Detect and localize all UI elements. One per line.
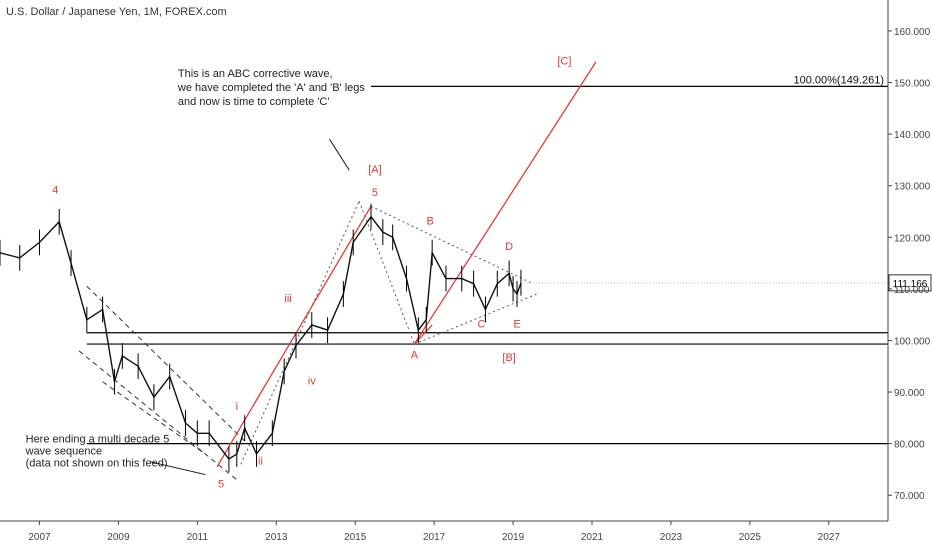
x-tick-label: 2021 [581,532,604,543]
wave-label: 5 [372,187,378,199]
annotation-abc-text: This is an ABC corrective wave, [178,68,333,80]
x-tick-label: 2027 [818,532,841,543]
wave-c-projection-line [413,61,597,345]
fib-level-label: 100.00%(149.261) [793,74,884,86]
y-tick-label: 80.000 [894,440,925,451]
wave-label: ii [258,455,263,467]
x-tick-label: 2009 [107,532,130,543]
wave-label: E [513,319,520,331]
triangle-lower-line [414,293,537,345]
annotation-abc-text: we have completed the 'A' and 'B' legs [177,82,365,94]
y-tick-label: 140.000 [894,130,931,141]
wave-label: C [478,319,486,331]
x-tick-label: 2013 [265,532,288,543]
last-price-label: 111.166 [893,279,928,290]
y-tick-label: 70.000 [894,491,925,502]
annotation-multidecade-pointer [149,461,206,476]
impulse-dotted-line [240,200,360,465]
annotation-abc-pointer [329,139,350,171]
x-tick-label: 2023 [660,532,683,543]
annotation-multidecade-text: wave sequence [25,445,102,457]
wave-label: A [411,350,419,362]
x-tick-label: 2007 [28,532,51,543]
wave-label: iv [308,375,316,387]
wave-label: [B] [502,352,515,364]
y-tick-label: 120.000 [894,233,931,244]
channel-dashed-line [102,381,206,455]
y-tick-label: 100.000 [894,336,931,347]
wave-label: [A] [368,164,381,176]
wave-red-line [413,324,433,345]
wave-label: i [236,401,238,413]
wave-a-red-line [216,206,372,468]
wave-label: 4 [52,184,58,196]
wave-label: [C] [557,55,571,67]
channel-dashed-line [86,285,246,442]
y-tick-label: 150.000 [894,79,931,90]
x-tick-label: 2011 [187,532,209,543]
price-line [0,215,522,461]
wave-label: B [427,215,434,227]
annotation-multidecade-text: Here ending a multi decade 5 [26,433,170,445]
channel-dashed-line [78,350,238,481]
x-tick-label: 2025 [739,532,762,543]
x-tick-label: 2019 [502,532,525,543]
y-tick-label: 160.000 [894,27,931,38]
chart-title: U.S. Dollar / Japanese Yen, 1M, FOREX.co… [6,6,227,18]
wave-label: D [505,241,513,253]
y-tick-label: 90.000 [894,388,925,399]
last-price-box [888,274,932,292]
wave-label: iii [284,293,291,305]
x-tick-label: 2017 [423,532,446,543]
y-tick-label: 130.000 [894,182,931,193]
wave-dotted-line [358,200,415,345]
annotation-abc-text: and now is time to complete 'C' [178,96,330,108]
wave-label: 5 [218,478,224,490]
y-tick-label: 110.000 [894,285,930,296]
x-tick-label: 2015 [344,532,367,543]
annotation-multidecade-text: (data not shown on this feed) [26,457,168,469]
